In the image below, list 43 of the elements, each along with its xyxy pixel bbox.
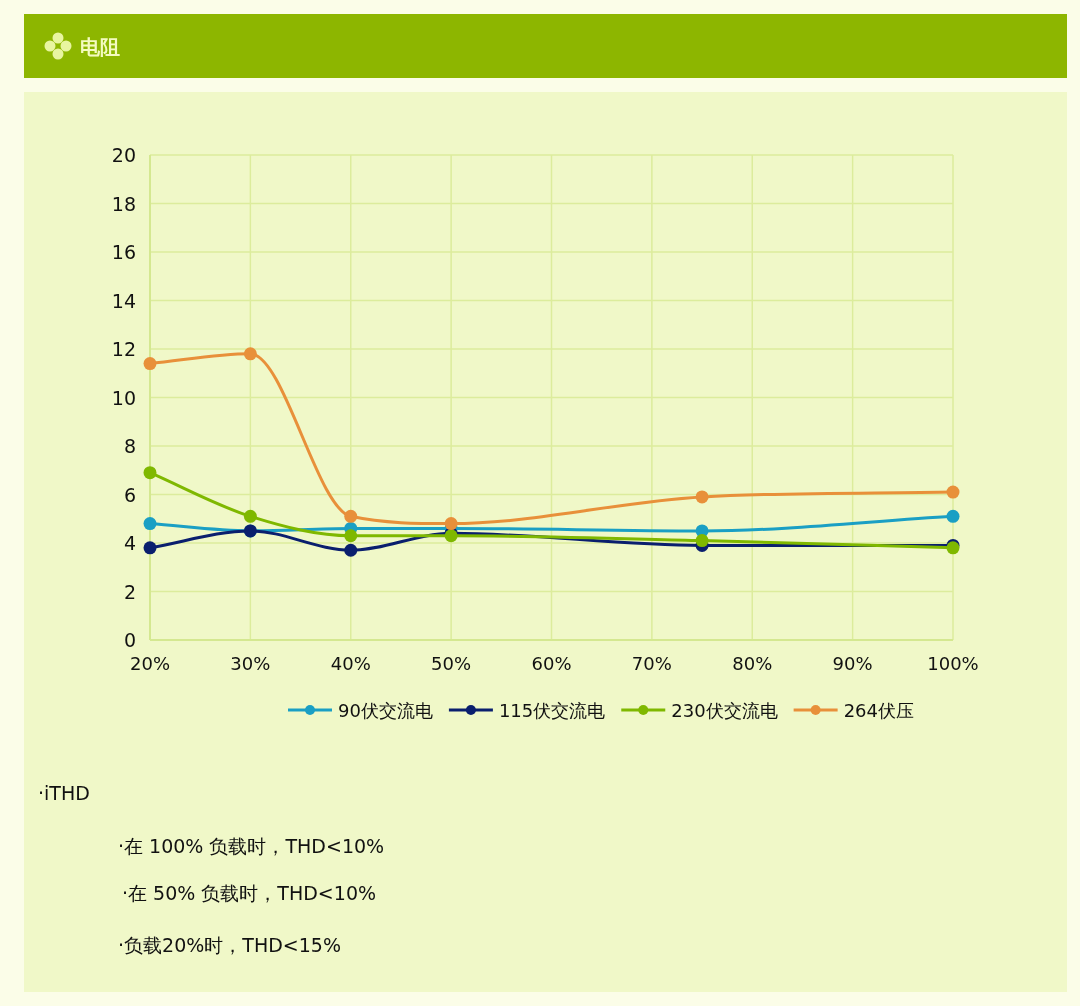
point (344, 543, 358, 557)
text: ·在 100% 负载时，THD<10% (118, 835, 385, 857)
point (946, 485, 960, 499)
point (344, 529, 358, 543)
legend-label: 264伏压 (843, 700, 914, 721)
y-tick-label: 6 (123, 483, 136, 506)
x-tick-label: 70% (631, 653, 672, 674)
x-tick-label: 50% (431, 653, 472, 674)
point (344, 509, 358, 523)
point (243, 347, 257, 361)
point (143, 357, 157, 371)
y-tick-label: 18 (111, 192, 136, 215)
point (695, 490, 709, 504)
point (444, 517, 458, 531)
x-tick-label: 30% (230, 653, 271, 674)
x-tick-label: 40% (330, 653, 371, 674)
y-tick-label: 12 (111, 338, 136, 360)
y-tick-label: 8 (123, 435, 136, 457)
x-tick-label: 90% (832, 653, 873, 674)
point (143, 466, 157, 480)
text: ·负载20%时，THD<15% (118, 934, 341, 956)
y-tick-label: 4 (123, 532, 136, 554)
y-tick-label: 0 (123, 629, 136, 651)
y-tick-label: 10 (111, 386, 136, 409)
y-tick-label: 20 (111, 144, 136, 166)
x-tick-label: 20% (129, 653, 171, 674)
x-tick-label: 60% (531, 653, 572, 674)
text: ·iTHD (38, 782, 90, 804)
point (143, 541, 157, 555)
point (143, 517, 157, 531)
point (695, 534, 709, 548)
y-tick-label: 14 (111, 289, 136, 312)
legend-label: 90伏交流电 (338, 700, 433, 721)
y-tick-label: 2 (123, 580, 136, 603)
legend-label: 230伏交流电 (671, 700, 778, 721)
x-tick-label: 100% (927, 653, 979, 674)
chart-title: 电阻 (80, 35, 120, 59)
point (243, 509, 257, 523)
legend-label: 115伏交流电 (498, 700, 606, 721)
text: ·在 50% 负载时，THD<10% (122, 882, 377, 904)
y-tick-label: 16 (111, 241, 136, 263)
x-tick-label: 80% (732, 653, 773, 674)
point (946, 509, 960, 523)
